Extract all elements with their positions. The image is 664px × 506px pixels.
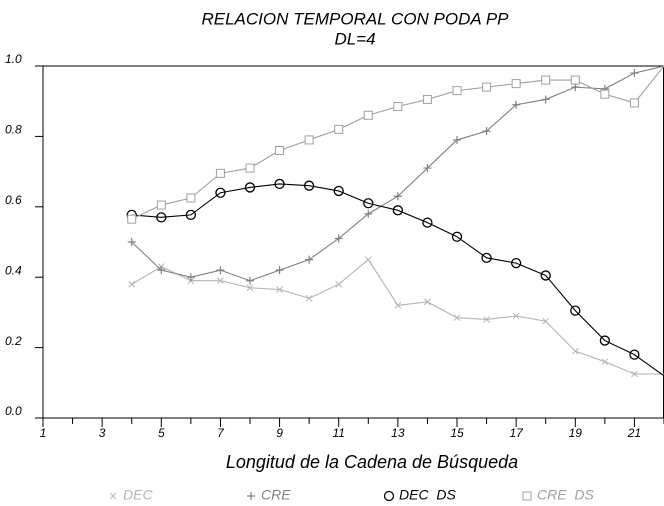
marker — [186, 273, 195, 282]
marker — [275, 266, 284, 275]
marker — [215, 187, 226, 198]
marker — [363, 110, 373, 120]
x-axis-label: Longitud de la Cadena de Búsqueda — [226, 452, 518, 472]
marker — [217, 277, 224, 285]
marker — [304, 135, 314, 145]
legend-label: CRE DS — [537, 487, 594, 503]
marker — [483, 316, 490, 323]
y-tick-label: 0.0 — [5, 404, 22, 418]
series-line — [131, 183, 664, 377]
marker — [629, 98, 639, 108]
marker — [185, 209, 197, 221]
marker — [334, 124, 344, 134]
y-tick-label: 0.4 — [5, 263, 22, 277]
marker — [570, 305, 581, 316]
marker — [305, 294, 313, 302]
x-tick-label: 17 — [509, 426, 524, 440]
y-tick-label: 0.2 — [5, 334, 22, 348]
marker — [482, 82, 492, 92]
y-tick-label: 1.0 — [5, 52, 22, 66]
marker — [128, 280, 136, 288]
x-tick-label: 5 — [158, 426, 165, 440]
marker — [451, 231, 463, 242]
marker — [452, 86, 462, 96]
marker — [522, 491, 532, 501]
marker — [246, 276, 254, 285]
marker — [245, 163, 255, 173]
marker — [512, 312, 520, 320]
x-tick-label: 19 — [569, 426, 583, 440]
marker — [333, 185, 344, 197]
marker — [512, 100, 521, 109]
marker — [482, 127, 491, 136]
marker — [541, 95, 550, 104]
x-tick-label: 13 — [391, 426, 405, 440]
marker — [600, 89, 610, 99]
x-tick-label: 7 — [217, 426, 225, 440]
legend-label: DEC — [123, 487, 153, 503]
x-tick-label: 11 — [332, 426, 344, 440]
marker — [303, 180, 315, 191]
chart-subtitle: DL=4 — [334, 29, 375, 48]
marker — [631, 370, 638, 378]
series-line — [131, 258, 664, 375]
marker — [510, 257, 522, 269]
x-tick-label: 3 — [99, 426, 106, 440]
marker — [109, 492, 117, 500]
marker — [599, 335, 611, 346]
marker — [383, 490, 395, 502]
marker — [393, 192, 402, 201]
marker — [363, 198, 374, 209]
marker — [453, 135, 461, 144]
marker — [630, 69, 639, 78]
marker — [453, 314, 461, 322]
marker — [276, 286, 283, 293]
marker — [274, 178, 285, 190]
marker — [511, 79, 521, 89]
marker — [156, 212, 167, 223]
legend-label: CRE — [261, 487, 291, 503]
legend-label: DEC DS — [399, 487, 456, 503]
marker — [244, 182, 256, 193]
marker — [364, 256, 372, 263]
marker — [305, 255, 314, 264]
marker — [629, 349, 640, 360]
x-tick-label: 15 — [450, 426, 464, 440]
x-tick-label: 21 — [627, 426, 641, 440]
marker — [335, 280, 343, 288]
marker — [215, 168, 225, 178]
marker — [127, 238, 136, 246]
marker — [334, 234, 343, 243]
marker — [216, 266, 225, 275]
marker — [247, 492, 255, 500]
marker — [570, 75, 580, 85]
marker — [424, 298, 431, 306]
marker — [542, 317, 550, 325]
marker — [127, 214, 137, 224]
marker — [246, 284, 254, 292]
x-tick-label: 9 — [276, 426, 283, 440]
marker — [571, 347, 579, 355]
marker — [275, 145, 285, 155]
chart-title: RELACION TEMPORAL CON PODA PP — [201, 9, 509, 28]
marker — [364, 209, 373, 218]
y-tick-label: 0.8 — [5, 123, 22, 137]
x-tick-label: 1 — [40, 426, 47, 440]
marker — [541, 75, 551, 85]
marker — [481, 252, 492, 263]
marker — [157, 266, 166, 275]
marker — [392, 205, 404, 216]
marker — [186, 193, 196, 203]
marker — [394, 302, 402, 309]
marker — [422, 217, 433, 228]
marker — [156, 200, 166, 210]
marker — [393, 101, 403, 111]
marker — [423, 164, 432, 173]
y-tick-label: 0.6 — [5, 193, 22, 207]
marker — [422, 94, 432, 104]
marker — [540, 270, 551, 281]
series-line — [131, 65, 664, 282]
marker — [601, 358, 609, 366]
